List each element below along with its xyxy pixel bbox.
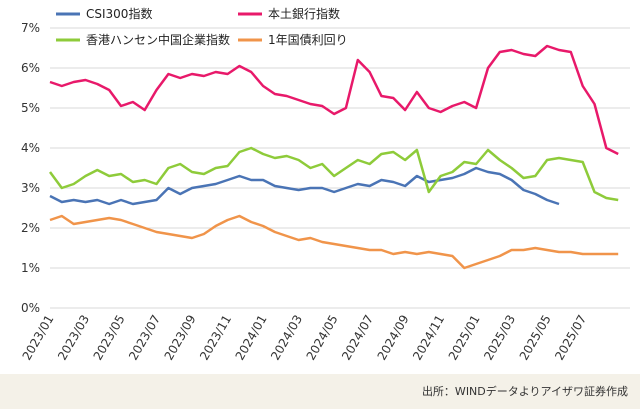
legend-label: 本土銀行指数 xyxy=(268,6,340,21)
x-tick-label: 2024/01 xyxy=(233,313,270,363)
x-tick-label: 2023/03 xyxy=(55,313,92,363)
legend-label: 1年国債利回り xyxy=(268,32,348,47)
y-tick-label: 3% xyxy=(21,181,40,195)
grid-lines xyxy=(50,27,630,309)
y-tick-label: 0% xyxy=(21,301,40,315)
x-tick-label: 2023/05 xyxy=(91,313,128,363)
x-tick-label: 2023/07 xyxy=(126,313,163,363)
series-lines xyxy=(48,44,619,270)
x-tick-label: 2025/07 xyxy=(552,313,589,363)
x-tick-label: 2024/07 xyxy=(339,313,376,363)
series-line-2 xyxy=(49,44,619,156)
legend-label: CSI300指数 xyxy=(86,6,152,21)
line-chart: 0%1%2%3%4%5%6%7% 2023/012023/032023/0520… xyxy=(20,6,630,363)
series-line-3 xyxy=(48,146,619,202)
x-tick-label: 2024/03 xyxy=(268,313,305,363)
x-tick-label: 2023/11 xyxy=(197,313,234,363)
x-tick-label: 2023/09 xyxy=(162,313,199,363)
series-line-4 xyxy=(49,214,619,270)
series-line-1 xyxy=(49,166,560,206)
y-axis-ticks: 0% 1% 2% 3% 4% 5% 6% 7% xyxy=(21,21,40,315)
source-note: 出所：WINDデータよりアイザワ証券作成 xyxy=(421,385,628,398)
y-tick-label: 6% xyxy=(21,61,40,75)
x-tick-label: 2024/05 xyxy=(304,313,341,363)
footer-bar: 出所：WINDデータよりアイザワ証券作成 xyxy=(0,374,640,409)
y-tick-label: 1% xyxy=(21,261,40,275)
x-tick-label: 2023/01 xyxy=(20,313,57,363)
x-tick-label: 2025/05 xyxy=(517,313,554,363)
x-tick-label: 2025/01 xyxy=(446,313,483,363)
x-axis-ticks: 2023/012023/032023/052023/072023/092023/… xyxy=(20,313,590,363)
y-tick-label: 7% xyxy=(21,21,40,35)
legend-label: 香港ハンセン中国企業指数 xyxy=(86,32,230,47)
x-tick-label: 2024/09 xyxy=(375,313,412,363)
x-tick-label: 2024/11 xyxy=(410,313,447,363)
y-tick-label: 2% xyxy=(21,221,40,235)
y-tick-label: 5% xyxy=(21,101,40,115)
x-tick-label: 2025/03 xyxy=(481,313,518,363)
y-tick-label: 4% xyxy=(21,141,40,155)
